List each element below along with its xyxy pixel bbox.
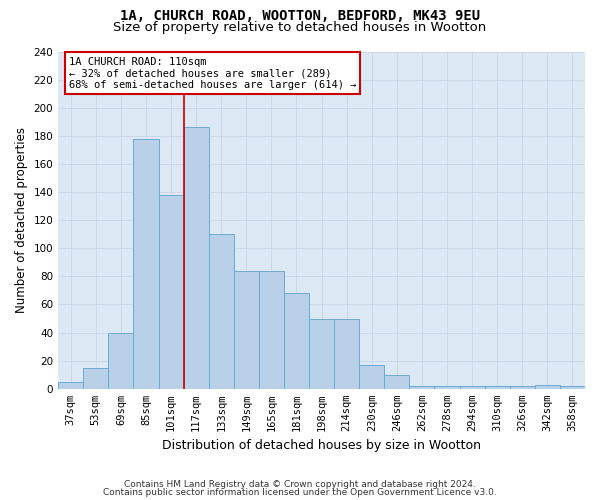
Y-axis label: Number of detached properties: Number of detached properties: [15, 127, 28, 313]
Bar: [259, 270, 284, 389]
Bar: [560, 386, 585, 389]
Bar: [109, 332, 133, 389]
Text: Contains public sector information licensed under the Open Government Licence v3: Contains public sector information licen…: [103, 488, 497, 497]
Bar: [184, 128, 209, 389]
X-axis label: Distribution of detached houses by size in Wootton: Distribution of detached houses by size …: [162, 440, 481, 452]
Bar: [209, 234, 234, 389]
Bar: [485, 386, 510, 389]
Bar: [434, 386, 460, 389]
Bar: [234, 270, 259, 389]
Bar: [359, 365, 385, 389]
Text: 1A, CHURCH ROAD, WOOTTON, BEDFORD, MK43 9EU: 1A, CHURCH ROAD, WOOTTON, BEDFORD, MK43 …: [120, 9, 480, 23]
Bar: [409, 386, 434, 389]
Bar: [385, 375, 409, 389]
Bar: [460, 386, 485, 389]
Bar: [309, 318, 334, 389]
Text: 1A CHURCH ROAD: 110sqm
← 32% of detached houses are smaller (289)
68% of semi-de: 1A CHURCH ROAD: 110sqm ← 32% of detached…: [69, 56, 356, 90]
Bar: [158, 195, 184, 389]
Bar: [284, 293, 309, 389]
Bar: [58, 382, 83, 389]
Bar: [510, 386, 535, 389]
Text: Size of property relative to detached houses in Wootton: Size of property relative to detached ho…: [113, 21, 487, 34]
Bar: [133, 138, 158, 389]
Bar: [334, 318, 359, 389]
Text: Contains HM Land Registry data © Crown copyright and database right 2024.: Contains HM Land Registry data © Crown c…: [124, 480, 476, 489]
Bar: [83, 368, 109, 389]
Bar: [535, 384, 560, 389]
